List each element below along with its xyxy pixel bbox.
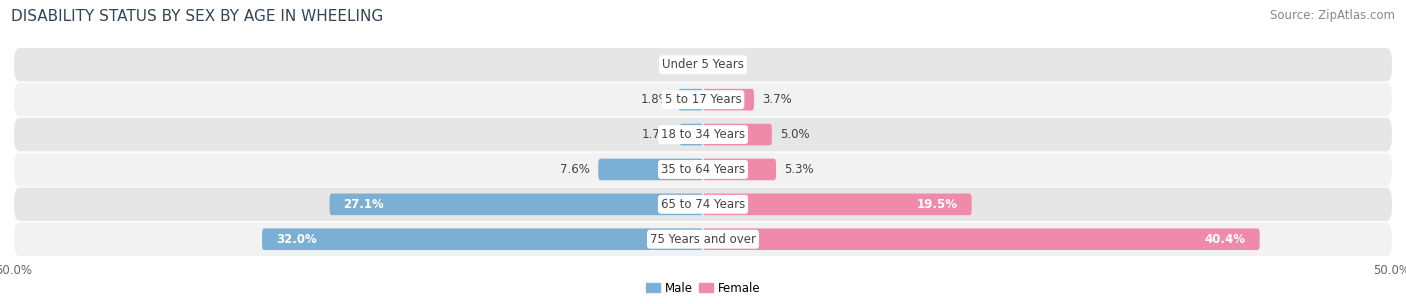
Text: Under 5 Years: Under 5 Years [662,58,744,71]
Legend: Male, Female: Male, Female [641,277,765,299]
Text: 5.3%: 5.3% [785,163,814,176]
FancyBboxPatch shape [262,228,703,250]
FancyBboxPatch shape [14,83,1392,116]
Text: 1.8%: 1.8% [640,93,669,106]
FancyBboxPatch shape [703,228,1260,250]
Text: DISABILITY STATUS BY SEX BY AGE IN WHEELING: DISABILITY STATUS BY SEX BY AGE IN WHEEL… [11,9,384,24]
Text: 65 to 74 Years: 65 to 74 Years [661,198,745,211]
FancyBboxPatch shape [703,89,754,110]
Text: 18 to 34 Years: 18 to 34 Years [661,128,745,141]
Text: 27.1%: 27.1% [343,198,384,211]
Text: 40.4%: 40.4% [1205,233,1246,246]
Text: 5 to 17 Years: 5 to 17 Years [665,93,741,106]
Text: 0.0%: 0.0% [665,58,695,71]
Text: 35 to 64 Years: 35 to 64 Years [661,163,745,176]
Text: 19.5%: 19.5% [917,198,957,211]
FancyBboxPatch shape [703,194,972,215]
Text: 0.0%: 0.0% [711,58,741,71]
Text: 5.0%: 5.0% [780,128,810,141]
FancyBboxPatch shape [14,188,1392,221]
FancyBboxPatch shape [703,159,776,180]
FancyBboxPatch shape [14,153,1392,186]
FancyBboxPatch shape [329,194,703,215]
FancyBboxPatch shape [679,124,703,145]
Text: 75 Years and over: 75 Years and over [650,233,756,246]
FancyBboxPatch shape [14,48,1392,81]
FancyBboxPatch shape [678,89,703,110]
Text: 32.0%: 32.0% [276,233,316,246]
FancyBboxPatch shape [14,223,1392,256]
FancyBboxPatch shape [599,159,703,180]
Text: 7.6%: 7.6% [560,163,591,176]
Text: 3.7%: 3.7% [762,93,792,106]
Text: Source: ZipAtlas.com: Source: ZipAtlas.com [1270,9,1395,22]
FancyBboxPatch shape [14,118,1392,151]
Text: 1.7%: 1.7% [641,128,671,141]
FancyBboxPatch shape [703,124,772,145]
